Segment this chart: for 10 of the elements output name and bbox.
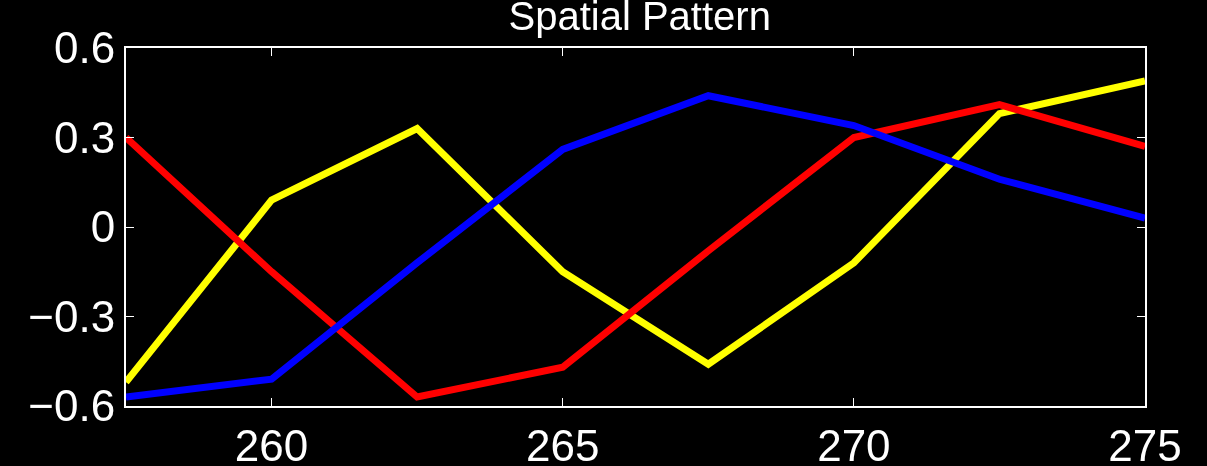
y-tick-label: −0.3 — [28, 291, 116, 341]
y-tick-label: 0.3 — [54, 112, 116, 162]
y-tick-label: −0.6 — [28, 381, 116, 431]
y-tick-label: 0 — [90, 202, 116, 252]
y-tick-label: 0.6 — [54, 23, 116, 73]
x-tick-label: 265 — [526, 420, 600, 466]
x-tick-label: 270 — [817, 420, 891, 466]
x-tick-label: 275 — [1108, 420, 1182, 466]
x-tick-label: 260 — [234, 420, 309, 466]
chart-title: Spatial Pattern — [508, 0, 771, 39]
